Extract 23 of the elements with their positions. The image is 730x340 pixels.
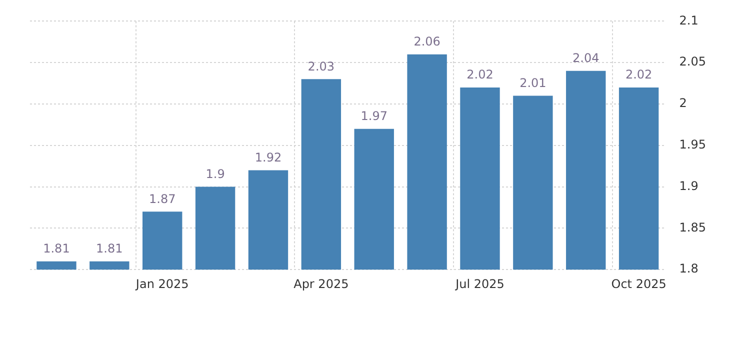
x-tick-label: Jul 2025 (454, 276, 504, 291)
data-label: 2.04 (572, 51, 600, 66)
data-label: 1.9 (206, 166, 225, 181)
data-label: 2.06 (414, 34, 440, 48)
data-label: 1.97 (360, 108, 388, 123)
x-tick-label: Jan 2025 (134, 276, 189, 291)
data-label: 2.03 (308, 59, 335, 74)
y-tick-label: 2.1 (679, 13, 698, 28)
y-tick-label: 1.85 (679, 220, 706, 234)
y-tick-label: 2 (679, 96, 687, 110)
y-tick-label: 1.95 (679, 138, 706, 152)
data-label: 2.02 (625, 68, 652, 82)
y-tick-label: 1.9 (679, 178, 698, 193)
y-tick-label: 1.8 (679, 262, 698, 276)
data-label: 2.01 (520, 76, 546, 90)
data-label: 1.92 (254, 150, 282, 164)
y-tick-label: 2.05 (679, 54, 706, 69)
x-tick-label: Apr 2025 (294, 276, 349, 291)
x-tick-label: Oct 2025 (611, 276, 666, 291)
data-label: 2.02 (466, 68, 494, 82)
data-label: 1.81 (43, 241, 70, 256)
data-label: 1.87 (148, 192, 176, 206)
data-label: 1.81 (96, 241, 123, 256)
